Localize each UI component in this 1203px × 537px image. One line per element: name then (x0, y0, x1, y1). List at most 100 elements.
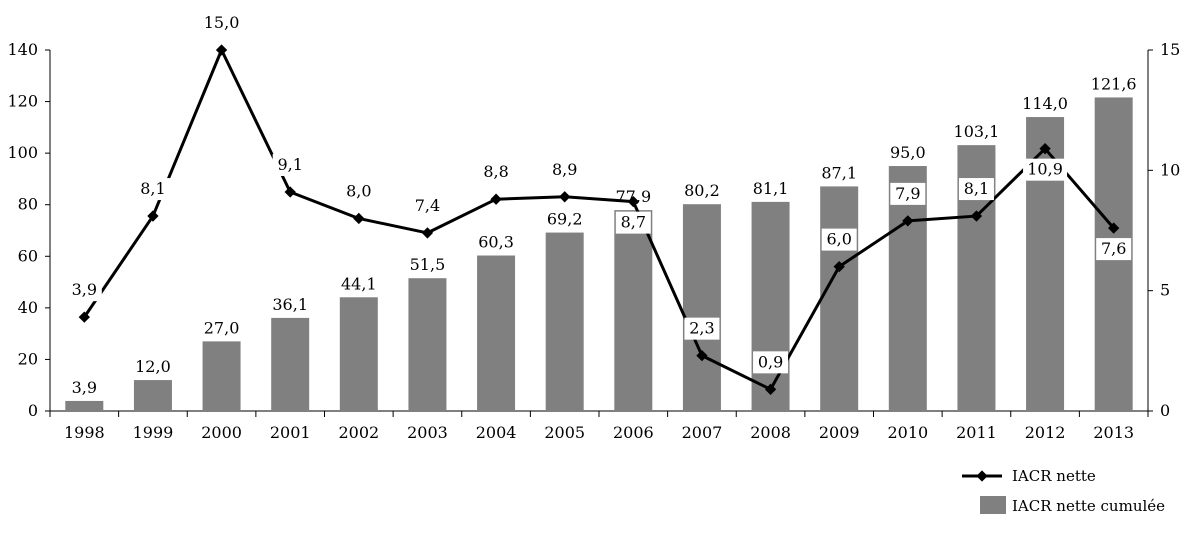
bar-value-label: 36,1 (272, 295, 308, 314)
bar (271, 317, 310, 411)
line-value-label: 8,8 (483, 162, 508, 181)
bar (65, 400, 104, 411)
line-series (83, 48, 1115, 391)
x-tick-label: 2007 (682, 423, 723, 442)
x-tick-label: 2012 (1025, 423, 1066, 442)
line-value-label: 8,9 (552, 160, 577, 179)
y-left-tick-label: 80 (18, 195, 38, 214)
line-value-label: 8,1 (964, 179, 989, 198)
line-value-label: 10,9 (1027, 160, 1063, 179)
line-point (421, 227, 434, 239)
bar (820, 186, 859, 411)
line-label-bg (341, 180, 377, 203)
line-label-bg (272, 153, 308, 176)
line-label-bg (199, 12, 244, 34)
line-point (559, 191, 571, 203)
y-left-tick-label: 0 (28, 401, 38, 420)
line-point (764, 383, 777, 395)
x-tick-label: 2006 (613, 423, 654, 442)
x-tick-label: 1999 (133, 423, 174, 442)
line-label-bg (409, 194, 445, 217)
bar-value-label: 121,6 (1091, 74, 1137, 93)
bar (339, 297, 378, 411)
line-point (215, 44, 228, 56)
line-layer (78, 44, 1120, 395)
legend: IACR nette IACR nette cumulée (962, 467, 1165, 515)
bar (408, 278, 447, 411)
bar (888, 166, 927, 411)
line-label-bg (478, 161, 514, 184)
line-label-bg (1096, 238, 1132, 261)
bar (682, 204, 721, 411)
line-labels-layer: 3,9 8,1 15,0 9,1 8,0 7,4 8,8 8,9 8,7 2,3 0,9 6,0 7,9… (66, 12, 1132, 374)
line-value-label: 8,1 (140, 179, 165, 198)
line-value-label: 7,9 (895, 184, 920, 203)
x-tick-label: 2013 (1093, 423, 1134, 442)
line-label-bg (547, 158, 583, 181)
line-label-bg (66, 279, 102, 302)
legend-label-bar: IACR nette cumulée (1012, 497, 1165, 515)
line-point (902, 215, 914, 227)
legend-bar-swatch (980, 496, 1006, 514)
line-value-label: 7,6 (1101, 239, 1126, 258)
line-point (833, 260, 845, 273)
bar (133, 380, 172, 411)
bar-value-label: 44,1 (341, 274, 377, 293)
line-label-bg (958, 178, 994, 201)
bar (545, 232, 584, 411)
bar-value-label: 3,9 (72, 378, 97, 397)
bars-layer (65, 97, 1133, 412)
y-left-tick-label: 40 (18, 298, 38, 317)
y-left-tick-label: 20 (18, 349, 38, 368)
bar-value-label: 81,1 (753, 179, 789, 198)
axes-layer: 0 20 40 60 80 100 120 140 0 5 10 15 1998 1999 2000 2001… (7, 40, 1180, 442)
line-point (1039, 143, 1051, 155)
line-point (696, 349, 708, 362)
line-value-label: 2,3 (689, 319, 714, 338)
x-tick-label: 2008 (750, 423, 791, 442)
bar-value-label: 87,1 (821, 163, 857, 182)
x-tick-label: 2005 (544, 423, 585, 442)
x-tick-label: 2002 (338, 423, 379, 442)
x-tick-label: 2010 (887, 423, 928, 442)
line-value-label: 8,7 (621, 213, 646, 232)
x-tick-label: 2003 (407, 423, 448, 442)
y-right-tick-label: 0 (1160, 401, 1170, 420)
line-value-label: 6,0 (826, 230, 851, 249)
y-left-tick-label: 60 (18, 246, 38, 265)
line-point (284, 186, 296, 198)
y-right-tick-label: 10 (1160, 160, 1180, 179)
bar (477, 255, 516, 411)
line-value-label: 15,0 (204, 13, 240, 32)
line-value-label: 8,0 (346, 181, 371, 200)
y-left-tick-label: 120 (7, 92, 38, 111)
y-left-tick-label: 100 (7, 143, 38, 162)
y-right-tick-label: 15 (1160, 40, 1180, 59)
line-point (490, 193, 502, 205)
bar-value-label: 27,0 (204, 318, 240, 337)
x-tick-label: 2000 (201, 423, 242, 442)
bar-value-label: 60,3 (478, 233, 514, 252)
x-tick-label: 1998 (64, 423, 105, 442)
bar (751, 201, 790, 411)
y-left-tick-label: 140 (7, 40, 38, 59)
line-point (627, 195, 639, 208)
bar-labels-layer: 3,912,027,036,144,151,560,369,277,980,28… (72, 74, 1137, 396)
bar-value-label: 51,5 (410, 255, 446, 274)
x-tick-label: 2009 (819, 423, 860, 442)
bar (614, 210, 653, 411)
line-label-bg (684, 317, 720, 340)
line-point (353, 212, 365, 225)
line-value-label: 7,4 (415, 196, 440, 215)
bar-value-label: 80,2 (684, 181, 720, 200)
legend-label-line: IACR nette (1012, 467, 1096, 485)
line-value-label: 0,9 (758, 352, 783, 371)
line-value-label: 3,9 (72, 280, 97, 299)
line-point (970, 210, 983, 222)
line-label-bg (753, 351, 789, 374)
line-label-bg (890, 182, 926, 205)
bar-value-label: 69,2 (547, 210, 583, 229)
line-point (147, 210, 159, 222)
line-label-bg (615, 211, 651, 234)
